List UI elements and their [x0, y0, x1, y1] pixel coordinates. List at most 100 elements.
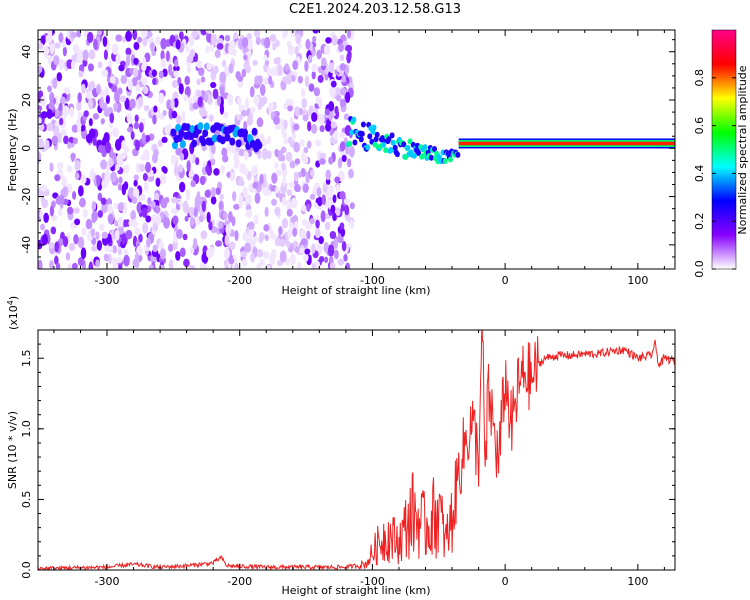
spectrogram-trace-cell [202, 129, 209, 138]
spectrogram-noise-cell [206, 62, 213, 71]
colorbar-tick-label: 0.8 [693, 69, 706, 87]
spectrogram-noise-cell [175, 251, 181, 261]
spectrogram-noise-cell [85, 218, 93, 230]
spectrogram-noise-cell [158, 70, 164, 79]
spectrogram-noise-cell [145, 215, 152, 223]
spectrogram-noise-cell [54, 95, 59, 106]
spectrogram-noise-cell [82, 49, 89, 61]
spectrogram-noise-cell [152, 222, 159, 232]
spectrogram-trace-cell [411, 152, 417, 159]
spectrogram-trace-cell [365, 144, 371, 151]
spectrogram-noise-cell [125, 30, 132, 42]
spectrogram-noise-cell [348, 168, 354, 179]
spectrogram-noise-cell [168, 63, 173, 76]
spectrogram-noise-cell [166, 99, 172, 111]
spectrogram-noise-cell [69, 106, 75, 118]
spectrogram-noise-cell [341, 241, 347, 252]
spectrogram-noise-cell [79, 197, 86, 208]
spectrogram-noise-cell [130, 131, 135, 140]
spectrogram-noise-cell [78, 70, 84, 78]
spectrogram-noise-cell [82, 208, 88, 218]
spectrogram-noise-cell [149, 42, 156, 51]
spectrogram-noise-cell [206, 31, 212, 43]
spectrogram-trace-cell [235, 139, 242, 148]
spectrogram-noise-cell [68, 136, 75, 144]
spectrogram-noise-cell [178, 181, 186, 193]
spectrogram-noise-cell [59, 96, 66, 105]
spectrogram-noise-cell [103, 49, 108, 61]
spectrogram-noise-cell [135, 83, 141, 93]
spectrogram-noise-cell [57, 194, 65, 205]
spectrogram-trace-cell [184, 123, 191, 132]
spectrogram-noise-cell [85, 89, 92, 100]
spectrogram-noise-cell [211, 187, 217, 197]
spectrogram-noise-cell [301, 204, 307, 212]
spectrogram-noise-cell [182, 233, 188, 241]
spectrogram-noise-cell [96, 240, 103, 251]
spectrogram-noise-cell [117, 248, 122, 256]
spectrogram-trace-cell [374, 131, 380, 138]
spectrogram-noise-cell [243, 168, 249, 176]
spectrogram-noise-cell [38, 105, 43, 112]
colorbar-gradient [711, 29, 737, 270]
spectrogram-noise-cell [38, 259, 43, 269]
spectrogram-noise-cell [134, 227, 141, 236]
spectrogram-noise-cell [292, 60, 299, 70]
spectrogram-noise-cell [218, 220, 224, 229]
spectrogram-noise-cell [83, 110, 89, 118]
spectrogram-y-label: Frequency (Hz) [6, 109, 19, 192]
spectrogram-noise-cell [134, 114, 139, 123]
spectrogram-noise-cell [127, 126, 134, 133]
spectrogram-noise-cell [200, 230, 208, 240]
spectrogram-noise-cell [135, 139, 140, 151]
colorbar-tick-label: 0.0 [693, 260, 706, 278]
spectrogram-noise-cell [95, 231, 100, 240]
spectrogram-noise-cell [266, 150, 272, 160]
spectrogram-noise-cell [81, 227, 87, 237]
spectrogram-noise-cell [324, 256, 329, 264]
spectrogram-noise-cell [324, 108, 330, 116]
spectrogram-noise-cell [206, 248, 213, 259]
spectrogram-noise-cell [248, 111, 253, 120]
spectrogram-noise-cell [85, 133, 93, 144]
spectrogram-noise-cell [345, 262, 351, 269]
y-tick-label: -40 [20, 236, 33, 254]
spectrogram-noise-cell [253, 30, 261, 38]
spectrogram-noise-cell [329, 85, 336, 98]
spectrogram-trace-cell [428, 154, 434, 161]
spectrogram-noise-cell [252, 181, 259, 189]
spectrogram-noise-cell [224, 234, 230, 246]
spectrogram-noise-cell [283, 30, 288, 37]
spectrogram-noise-cell [131, 196, 138, 204]
spectrogram-noise-cell [112, 127, 119, 138]
spectrogram-noise-cell [210, 33, 217, 46]
spectrogram-noise-cell [273, 65, 278, 77]
spectrogram-noise-cell [201, 200, 206, 213]
spectrogram-noise-cell [144, 134, 151, 143]
spectrogram-noise-cell [349, 219, 355, 230]
y-tick-label: 0 [20, 145, 33, 152]
spectrogram-noise-cell [77, 92, 82, 103]
spectrogram-noise-cell [76, 100, 82, 111]
spectrogram-noise-cell [38, 123, 45, 131]
spectrogram-noise-cell [241, 37, 249, 48]
spectrogram-noise-cell [304, 75, 310, 88]
spectrogram-noise-cell [48, 242, 55, 249]
spectrogram-noise-cell [102, 36, 108, 47]
spectrogram-noise-cell [339, 98, 347, 108]
spectrogram-noise-cell [198, 67, 205, 76]
spectrogram-noise-cell [55, 262, 61, 269]
spectrogram-noise-cell [91, 245, 98, 252]
spectrogram-trace-cell [386, 136, 392, 143]
spectrogram-noise-cell [58, 117, 64, 126]
spectrogram-noise-cell [170, 98, 175, 110]
spectrogram-noise-cell [313, 87, 321, 97]
spectrogram-noise-cell [287, 228, 293, 239]
spectrogram-noise-cell [258, 236, 264, 244]
spectrogram-noise-cell [285, 240, 291, 248]
spectrogram-noise-cell [97, 61, 103, 69]
spectrogram-noise-cell [332, 212, 337, 222]
spectrogram-noise-cell [143, 105, 150, 112]
spectrogram-noise-cell [304, 248, 311, 255]
spectrogram-noise-cell [124, 97, 130, 110]
